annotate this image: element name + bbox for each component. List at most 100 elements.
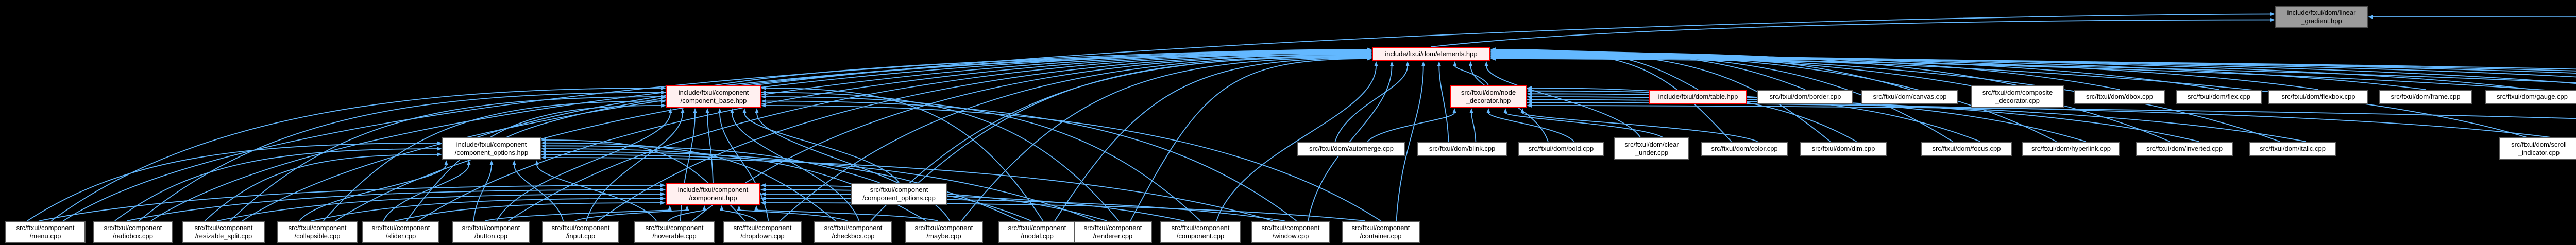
- graph-node-automerge-cpp[interactable]: src/ftxui/dom/automerge.cpp: [1297, 142, 1405, 156]
- graph-node-menu-cpp[interactable]: src/ftxui/component /menu.cpp: [5, 221, 86, 243]
- dependency-edge: [395, 202, 662, 221]
- arrowhead: [541, 144, 546, 148]
- dependency-edge: [961, 57, 1368, 221]
- arrowhead: [1486, 108, 1490, 113]
- graph-node-italic-cpp[interactable]: src/ftxui/dom/italic.cpp: [2249, 142, 2336, 156]
- dependency-edge: [1367, 112, 1455, 142]
- graph-node-button-cpp[interactable]: src/ftxui/component /button.cpp: [452, 221, 530, 243]
- graph-node-flexbox-cpp[interactable]: src/ftxui/dom/flexbox.cpp: [2268, 90, 2368, 104]
- arrowhead: [661, 95, 666, 99]
- arrowhead: [1503, 108, 1507, 113]
- dependency-edge: [1495, 58, 2576, 70]
- dependency-edge: [1431, 19, 2271, 47]
- graph-node-dim-cpp[interactable]: src/ftxui/dom/dim.cpp: [1800, 142, 1887, 156]
- arrowhead: [761, 90, 766, 95]
- dependency-edge: [27, 143, 438, 221]
- dependency-edge: [1471, 112, 1477, 142]
- graph-node-bold-cpp[interactable]: src/ftxui/dom/bold.cpp: [1518, 142, 1604, 156]
- dependency-edge: [496, 112, 671, 221]
- dependency-edge: [1488, 112, 1574, 142]
- dependency-edge: [323, 100, 662, 221]
- dependency-edge: [765, 96, 1201, 221]
- graph-node-container-cpp[interactable]: src/ftxui/component /container.cpp: [1342, 221, 1420, 243]
- dependency-edge: [598, 53, 1368, 221]
- arrowhead: [1527, 103, 1532, 108]
- dependency-edge: [114, 148, 438, 221]
- graph-node-dropdown-cpp[interactable]: src/ftxui/component /dropdown.cpp: [723, 221, 802, 243]
- dependency-edge: [545, 145, 880, 183]
- arrowhead: [1452, 108, 1456, 113]
- arrowhead: [1468, 61, 1473, 66]
- arrowhead: [1374, 61, 1378, 66]
- graph-node-inverted-cpp[interactable]: src/ftxui/dom/inverted.cpp: [2136, 142, 2233, 156]
- dependency-edge: [383, 164, 469, 221]
- arrowhead: [1527, 86, 1532, 90]
- dependency-edge: [692, 54, 1368, 221]
- dependency-edge: [514, 164, 564, 221]
- graph-node-color-cpp[interactable]: src/ftxui/dom/color.cpp: [1701, 142, 1788, 156]
- dependency-edge: [51, 87, 662, 221]
- graph-node-resizable-split-cpp[interactable]: src/ftxui/component /resizable_split.cpp: [182, 221, 265, 243]
- graph-node-node-decorator-hpp[interactable]: src/ftxui/dom/node _decorator.hpp: [1450, 85, 1527, 108]
- arrowhead: [1405, 61, 1410, 66]
- graph-node-input-cpp[interactable]: src/ftxui/component /input.cpp: [542, 221, 619, 243]
- graph-node-component-options-cpp[interactable]: src/ftxui/component /component_options.c…: [851, 183, 947, 205]
- graph-node-collapsible-cpp[interactable]: src/ftxui/component /collapsible.cpp: [277, 221, 358, 243]
- graph-node-frame-cpp[interactable]: src/ftxui/dom/frame.cpp: [2379, 90, 2472, 104]
- graph-node-renderer-cpp[interactable]: src/ftxui/component /renderer.cpp: [1074, 221, 1152, 243]
- graph-node-focus-cpp[interactable]: src/ftxui/dom/focus.cpp: [1921, 142, 2012, 156]
- graph-node-composite-decorator-cpp[interactable]: src/ftxui/dom/composite _decorator.cpp: [1971, 85, 2064, 108]
- graph-node-scroll-indicator-cpp[interactable]: src/ftxui/dom/scroll _indicator.cpp: [2499, 137, 2576, 160]
- arrowhead: [693, 108, 697, 113]
- dependency-edge: [1308, 65, 1393, 221]
- arrowhead: [541, 141, 546, 145]
- arrowhead: [760, 201, 766, 205]
- arrowhead: [1527, 89, 1532, 93]
- graph-node-border-cpp[interactable]: src/ftxui/dom/border.cpp: [1757, 90, 1853, 104]
- graph-node-checkbox-cpp[interactable]: src/ftxui/component /checkbox.cpp: [814, 221, 892, 243]
- arrowhead: [661, 90, 666, 95]
- dependency-edge: [918, 56, 1368, 183]
- dependency-edge: [1438, 65, 1449, 142]
- graph-node-blink-cpp[interactable]: src/ftxui/dom/blink.cpp: [1417, 142, 1507, 156]
- graph-node-component-base-hpp[interactable]: include/ftxui/component /component_base.…: [666, 85, 761, 108]
- dependency-edge: [1054, 57, 1368, 221]
- graph-node-elements-hpp[interactable]: include/ftxui/dom/elements.hpp: [1372, 47, 1490, 61]
- graph-node-table-hpp[interactable]: include/ftxui/dom/table.hpp: [1649, 90, 1747, 104]
- dependency-edge: [39, 185, 662, 221]
- graph-node-hoverable-cpp[interactable]: src/ftxui/component /hoverable.cpp: [634, 221, 715, 243]
- arrowhead: [2270, 12, 2275, 16]
- arrowhead: [705, 108, 709, 113]
- graph-node-gauge-cpp[interactable]: src/ftxui/dom/gauge.cpp: [2485, 90, 2576, 104]
- graph-node-modal-cpp[interactable]: src/ftxui/component /modal.cpp: [998, 221, 1076, 243]
- dependency-edge: [1396, 65, 1424, 221]
- graph-node-window-cpp[interactable]: src/ftxui/component /window.cpp: [1251, 221, 1330, 243]
- graph-node-clear-under-cpp[interactable]: src/ftxui/dom/clear _under.cpp: [1614, 137, 1689, 160]
- graph-node-dbox-cpp[interactable]: src/ftxui/dom/dbox.cpp: [2074, 90, 2165, 104]
- dependency-edge: [204, 154, 438, 221]
- dependency-edge: [779, 55, 1368, 221]
- dependency-edge: [586, 112, 683, 221]
- dependency-edge: [765, 87, 1044, 221]
- arrowhead: [535, 160, 539, 165]
- graph-node-canvas-cpp[interactable]: src/ftxui/dom/canvas.cpp: [1861, 90, 1958, 104]
- graph-node-component-cpp[interactable]: src/ftxui/component /component.cpp: [1160, 221, 1241, 243]
- arrowhead: [761, 95, 766, 99]
- graph-node-slider-cpp[interactable]: src/ftxui/component /slider.cpp: [362, 221, 439, 243]
- dependency-edge: [1334, 65, 1409, 142]
- graph-node-maybe-cpp[interactable]: src/ftxui/component /maybe.cpp: [905, 221, 983, 243]
- graph-node-radiobox-cpp[interactable]: src/ftxui/component /radiobox.cpp: [93, 221, 173, 243]
- graph-node-component-options-hpp[interactable]: include/ftxui/component /component_optio…: [442, 137, 541, 160]
- arrowhead: [2270, 18, 2275, 22]
- graph-node-component-hpp[interactable]: include/ftxui/component /component.hpp: [666, 183, 760, 205]
- arrowhead: [444, 160, 448, 165]
- graph-node-hyperlink-cpp[interactable]: src/ftxui/dom/hyperlink.cpp: [2022, 142, 2120, 156]
- dependency-edge: [1531, 105, 2576, 119]
- dependency-edge: [1130, 58, 1368, 221]
- graph-node-flex-cpp[interactable]: src/ftxui/dom/flex.cpp: [2176, 90, 2262, 104]
- dependency-edge: [765, 189, 1107, 221]
- dependency-edge: [756, 209, 938, 221]
- dependency-edge: [139, 92, 662, 221]
- arrowhead: [661, 103, 666, 108]
